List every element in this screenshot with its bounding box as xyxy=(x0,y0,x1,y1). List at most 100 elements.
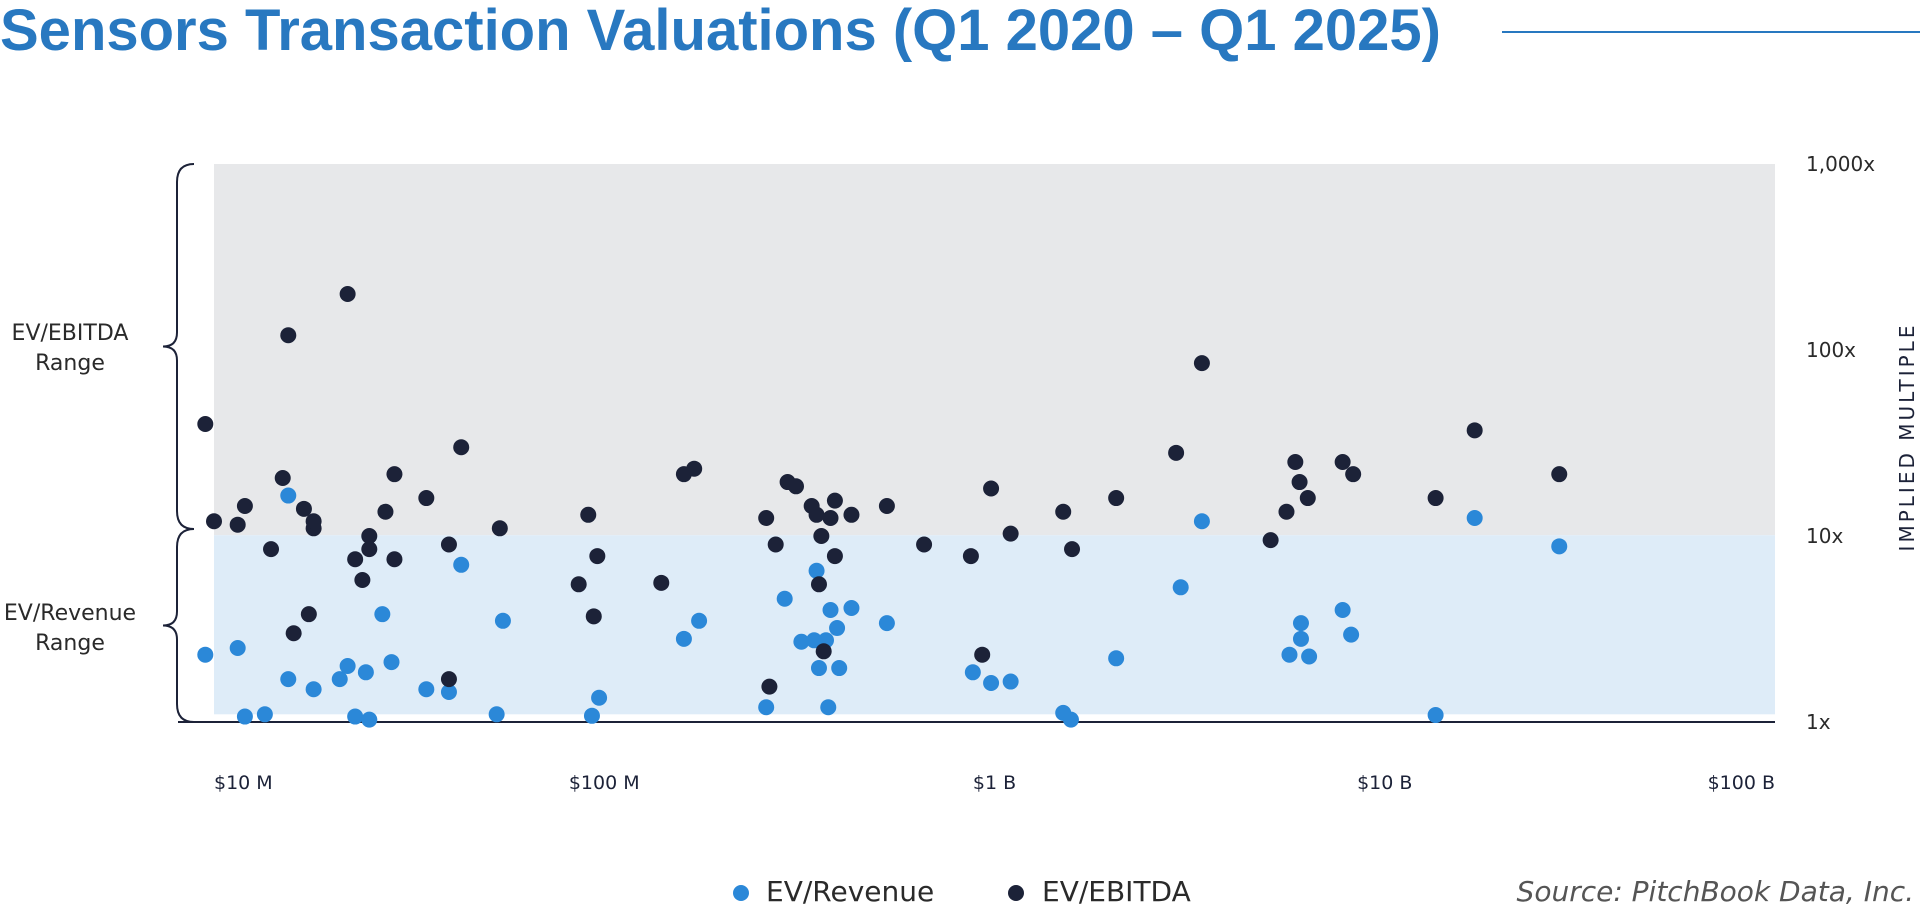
ev-ebitda-brace xyxy=(162,163,195,530)
ev-revenue-point xyxy=(806,632,823,649)
ev-revenue-point xyxy=(1281,646,1298,663)
ev-ebitda-point xyxy=(285,625,302,642)
ev-ebitda-point xyxy=(206,513,222,530)
ev-ebitda-point xyxy=(686,460,703,477)
ev-revenue-point xyxy=(583,707,600,724)
ev-revenue-point xyxy=(1343,626,1360,643)
ev-revenue-point xyxy=(440,683,457,700)
ev-ebitda-point xyxy=(1262,532,1279,549)
ev-ebitda-point xyxy=(1168,444,1185,461)
ev-ebitda-point xyxy=(815,643,832,660)
ev-revenue-point xyxy=(305,681,322,698)
ev-revenue-point xyxy=(878,615,895,632)
x-tick-labels: $10 M $100 M $1 B $10 B $100 B xyxy=(214,772,1775,794)
ev-ebitda-point xyxy=(974,646,991,663)
ev-revenue-point xyxy=(339,658,356,675)
ev-ebitda-point xyxy=(653,574,670,591)
ev-ebitda-point xyxy=(1345,466,1362,483)
ev-ebitda-point xyxy=(983,480,1000,497)
ev-ebitda-point xyxy=(491,520,508,537)
ev-revenue-brace xyxy=(162,528,195,723)
ev-revenue-point xyxy=(691,612,708,629)
chart-title: Sensors Transaction Valuations (Q1 2020 … xyxy=(0,0,1441,63)
ev-ebitda-point xyxy=(1551,466,1568,483)
ev-ebitda-point xyxy=(197,416,214,433)
legend-ev-ebitda-marker xyxy=(1008,885,1024,901)
ev-revenue-point xyxy=(374,606,391,623)
y-tick-label: 1x xyxy=(1806,710,1831,734)
ev-revenue-point xyxy=(494,612,511,629)
legend-ev-revenue-label: EV/Revenue xyxy=(766,875,934,908)
ev-ebitda-point xyxy=(440,671,457,688)
ev-ebitda-point xyxy=(1427,490,1444,507)
legend-ev-revenue-marker xyxy=(733,885,749,901)
ev-revenue-point xyxy=(1062,711,1079,728)
ev-revenue-point xyxy=(418,681,435,698)
ev-revenue-point xyxy=(236,708,253,725)
ev-ebitda-point xyxy=(1108,490,1125,507)
ev-revenue-point xyxy=(820,699,837,716)
ev-ebitda-point xyxy=(229,516,246,533)
ev-revenue-point xyxy=(229,639,246,656)
ev-ebitda-point xyxy=(1064,541,1081,558)
ev-revenue-point xyxy=(843,600,860,617)
ev-revenue-point xyxy=(1108,650,1125,667)
ev-ebitda-point xyxy=(1466,422,1483,439)
ev-revenue-point xyxy=(591,689,608,706)
ev-revenue-point xyxy=(357,664,374,681)
ev-ebitda-point xyxy=(274,470,291,487)
y-tick-label: 1,000x xyxy=(1806,152,1875,176)
ev-revenue-point xyxy=(1193,513,1210,530)
ev-revenue-point xyxy=(675,630,692,647)
ev-ebitda-point xyxy=(236,497,253,514)
ev-ebitda-point xyxy=(826,492,843,509)
ev-ebitda-point xyxy=(761,678,778,695)
source-note: Source: PitchBook Data, Inc. xyxy=(1517,875,1914,908)
ev-revenue-point xyxy=(383,654,400,671)
ev-revenue-point xyxy=(1292,630,1309,647)
ev-revenue-point xyxy=(1334,602,1351,619)
ev-ebitda-point xyxy=(1299,490,1316,507)
ev-revenue-point xyxy=(347,708,364,725)
ev-revenue-point xyxy=(822,602,839,619)
ev-ebitda-point xyxy=(354,572,371,589)
ev-ebitda-point xyxy=(1278,503,1295,520)
ev-revenue-point xyxy=(488,706,505,723)
ev-revenue-point xyxy=(1551,538,1568,555)
ev-revenue-point xyxy=(1172,579,1189,596)
ev-ebitda-point xyxy=(280,327,297,344)
ev-ebitda-point xyxy=(813,528,830,544)
ev-ebitda-point xyxy=(361,528,378,544)
ev-ebitda-point xyxy=(1002,525,1019,542)
x-tick-label: $100 B xyxy=(1708,772,1775,794)
ev-ebitda-point xyxy=(810,576,827,593)
ev-ebitda-range-label-line2: Range xyxy=(35,351,105,376)
ev-ebitda-point xyxy=(339,286,356,303)
ev-revenue-point xyxy=(758,699,775,716)
x-tick-label: $1 B xyxy=(973,772,1016,794)
ev-ebitda-point xyxy=(916,536,933,553)
ev-revenue-point xyxy=(1466,509,1483,526)
ev-revenue-point xyxy=(280,671,297,688)
ev-revenue-point xyxy=(983,675,1000,692)
ev-revenue-point xyxy=(808,562,825,579)
ev-revenue-point xyxy=(1292,615,1309,632)
ev-ebitda-point xyxy=(826,548,843,565)
x-tick-label: $100 M xyxy=(569,772,640,794)
ev-revenue-point xyxy=(776,590,793,607)
legend-ev-ebitda-label: EV/EBITDA xyxy=(1042,875,1191,908)
ev-ebitda-point xyxy=(788,478,805,495)
ev-revenue-point xyxy=(256,706,273,723)
ev-revenue-point xyxy=(831,660,848,677)
ev-revenue-point xyxy=(1427,707,1444,724)
ev-revenue-point xyxy=(793,633,810,650)
ev-revenue-point xyxy=(964,664,981,681)
ev-ebitda-point xyxy=(453,439,470,456)
ev-ebitda-point xyxy=(1291,474,1308,491)
ev-ebitda-range-label-line1: EV/EBITDA xyxy=(12,321,129,346)
ev-ebitda-point xyxy=(589,548,606,565)
ev-ebitda-point xyxy=(580,506,597,523)
ev-revenue-range-label-line2: Range xyxy=(35,631,105,656)
ev-ebitda-point xyxy=(1055,503,1072,520)
ev-ebitda-point xyxy=(1193,355,1210,372)
